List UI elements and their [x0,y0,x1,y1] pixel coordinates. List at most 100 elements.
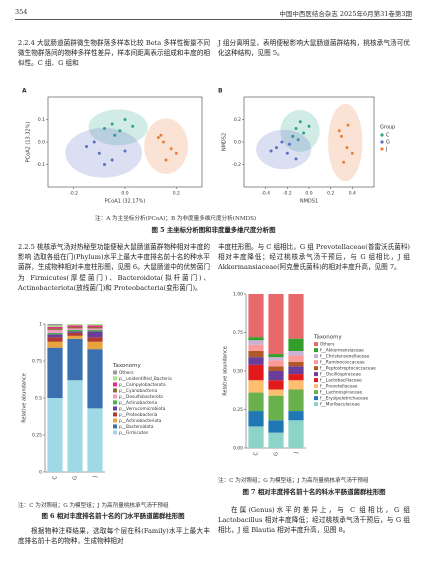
legend-marker [380,133,384,137]
bar-segment [47,329,63,333]
point [131,124,135,128]
figure-note: 注：C 为对照组；G 为模型组；J 为高剂量桃核承气汤干预组 [218,478,369,484]
point [288,142,291,146]
legend-label: f__Oscillospiraceae [320,372,361,378]
bar-segment [288,380,304,390]
legend-label: p__Bacteroidota [119,424,154,430]
y-tick-label: 0.00 [233,446,243,452]
legend-label: f__Ruminococcaceae [320,360,365,366]
paragraph: 丰度柱形图。与 C 组相比，G 组 Prevotellaceae(普雷沃氏菌科)… [218,243,410,272]
y-tick-label: 0.25 [32,433,42,439]
bar-segment [288,361,304,367]
bar-segment [248,357,264,365]
bar-segment [248,380,264,393]
point [307,124,311,128]
x-tick-label: J [93,476,99,478]
legend-swatch [113,418,117,423]
bar-segment [47,328,63,330]
legend-label: Others [119,370,134,376]
bar-segment [67,324,83,326]
legend-swatch [314,348,318,353]
point [113,133,117,137]
x-tick-label: 0.4 [349,191,356,197]
x-tick-label: -0.2 [69,191,78,197]
bar-segment [67,329,83,332]
legend-swatch [314,384,318,389]
point [118,129,122,133]
point [85,145,88,148]
bar-segment [47,398,63,472]
legend-label: f__Erysipelotrichaceae [320,396,368,402]
paragraph: 2.2.4 大鼠肠道菌群微生物群落多样本比较 Beta 多样性衡量不同微生物群落… [18,39,210,68]
bar-segment [268,357,284,361]
point [345,146,349,150]
nmds-chart: B -0.4 -0.2 0.0 0.2 0.4 -0.2 0.0 0.2 NMDS1 NMDS2 Gr… [218,88,395,205]
x-tick-label: J [294,452,300,454]
bar-segment [87,324,103,326]
legend-swatch [113,406,117,411]
y-tick-label: -0.2 [232,162,241,168]
bar-segment [288,389,304,412]
x-tick-label: 0.0 [121,191,128,197]
legend-label: f__Peptostreptococcaceae [320,366,376,372]
bar-segment [248,426,264,448]
bar-segment [268,371,284,381]
point [102,127,106,130]
point [280,140,284,144]
y-tick-label: 1.00 [233,292,243,298]
bar-segment [268,432,284,448]
point [162,140,165,144]
y-tick-label: 0.75 [32,359,42,365]
bar-segment [248,411,264,427]
panel-label: B [218,88,223,95]
legend-label: f__Muribaculaceae [320,402,360,408]
point [294,127,298,130]
confidence-ellipse [328,103,363,182]
bar-segment [288,338,304,351]
bar-segment [288,374,304,381]
bar-segment [67,338,83,381]
bar-segment [248,294,264,338]
bar-segment [288,294,304,339]
page-number: 354 [15,8,28,16]
legend-label: p__Verrucomicrobiota [119,406,166,412]
paragraph: J 组分离明显，表明便秘影响大鼠肠道菌群结构，桃核承气汤可优化这种结构，见图 5… [218,39,410,58]
legend-label: p__Firmicutes [119,430,149,436]
bar-segment [47,347,63,398]
legend-label: f__Lachnospiraceae [320,390,362,396]
confidence-ellipse [144,118,188,174]
bar-segment [288,411,304,421]
bar-segment [268,366,284,371]
legend-swatch [314,354,318,359]
legend-swatch [113,394,117,399]
legend-swatch [314,360,318,365]
point [298,120,302,124]
point [110,158,114,162]
bar-segment [268,389,284,396]
point [294,157,298,161]
x-axis-label: NMDS1 [300,199,318,205]
confidence-ellipse [280,110,320,152]
y-tick-label: 0 [39,470,42,476]
point [97,151,101,155]
point [92,140,96,144]
point [123,118,127,121]
legend-swatch [314,378,318,383]
legend-swatch [314,402,318,407]
legend-swatch [113,388,117,393]
point [156,136,160,139]
paragraph: 2.2.5 桃核承气汤对热秘型功能便秘大鼠肠道菌群物种相对丰度的影响 选取各组在… [18,243,210,292]
point [285,151,289,155]
point [342,160,346,164]
family-chart: 0.00 0.25 0.50 0.75 1.00 Relative abundance C G… [223,292,377,456]
bar-segment [67,328,83,330]
point [174,151,178,155]
confidence-ellipse [256,129,312,170]
legend-label: p__Actinobacteriota [119,418,162,424]
x-tick-label: C [53,476,59,480]
x-tick-label: -0.4 [261,191,270,197]
point [340,134,343,138]
bar-segment [268,380,284,390]
legend-marker [380,147,384,151]
bar-segment [47,332,63,335]
